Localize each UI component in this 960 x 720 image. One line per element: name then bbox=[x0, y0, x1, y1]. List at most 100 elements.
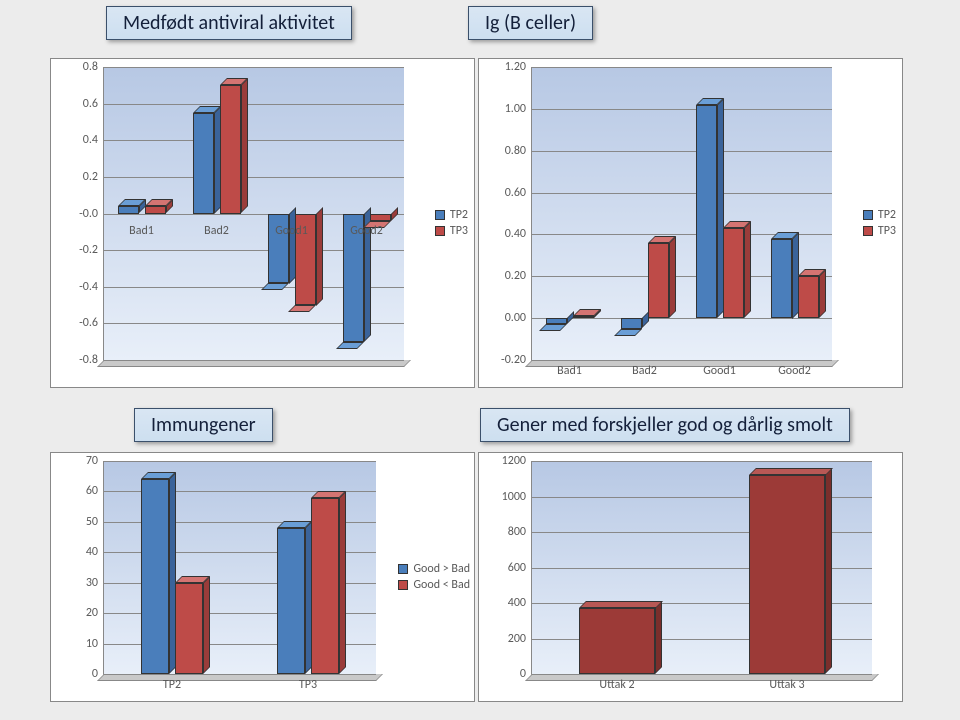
y-tick-label: -0.8 bbox=[79, 353, 98, 367]
y-tick-label: -0.6 bbox=[79, 316, 98, 330]
legend-label: TP3 bbox=[450, 224, 468, 238]
gridline bbox=[532, 67, 832, 68]
gridline bbox=[104, 67, 404, 68]
bar bbox=[118, 206, 139, 213]
y-tick-label: 10 bbox=[86, 637, 98, 651]
legend-swatch bbox=[863, 210, 873, 220]
bar bbox=[145, 206, 166, 213]
y-tick-label: 30 bbox=[86, 576, 98, 590]
gridline bbox=[104, 104, 404, 105]
bar bbox=[749, 475, 826, 674]
y-tick-label: 0.80 bbox=[505, 144, 526, 158]
bar bbox=[696, 105, 717, 318]
x-tick-label: Bad2 bbox=[632, 364, 657, 378]
x-tick-label: Uttak 3 bbox=[769, 678, 804, 692]
legend-item: TP2 bbox=[435, 208, 468, 222]
legend-label: Good > Bad bbox=[413, 562, 470, 576]
x-tick-label: Good2 bbox=[778, 364, 811, 378]
y-tick-label: 0.60 bbox=[505, 186, 526, 200]
y-tick-label: 20 bbox=[86, 606, 98, 620]
y-tick-label: -0.2 bbox=[79, 243, 98, 257]
legend-item: TP3 bbox=[435, 224, 468, 238]
y-tick-label: -0.4 bbox=[79, 280, 98, 294]
gridline bbox=[104, 674, 376, 675]
x-tick-label: Bad1 bbox=[557, 364, 582, 378]
bar bbox=[193, 113, 214, 214]
y-tick-label: 200 bbox=[508, 632, 526, 646]
y-tick-label: 0.00 bbox=[505, 311, 526, 325]
legend-swatch bbox=[398, 580, 408, 590]
legend-swatch bbox=[435, 210, 445, 220]
bar bbox=[311, 498, 339, 674]
bar bbox=[579, 608, 656, 674]
chart-gener-smolt: 0 200 400 600 800 1000 1200 Uttak 2 Uttak 3 bbox=[478, 452, 903, 702]
x-tick-label: TP3 bbox=[299, 678, 317, 692]
bar bbox=[370, 214, 391, 221]
x-tick-label: TP2 bbox=[163, 678, 181, 692]
bar bbox=[546, 318, 567, 324]
y-tick-label: 0 bbox=[520, 667, 526, 681]
y-tick-label: 1200 bbox=[502, 454, 526, 468]
legend-label: TP2 bbox=[878, 208, 896, 222]
y-tick-label: 70 bbox=[86, 454, 98, 468]
legend-item: Good < Bad bbox=[398, 578, 470, 592]
gridline bbox=[532, 318, 832, 319]
y-tick-label: 0 bbox=[92, 667, 98, 681]
legend-tp2tp3: TP2TP3 bbox=[863, 206, 896, 240]
bar bbox=[648, 243, 669, 318]
y-tick-label: 400 bbox=[508, 596, 526, 610]
gridline bbox=[104, 177, 404, 178]
bar bbox=[573, 316, 594, 318]
chart-ig-bceller: -0.20 0.00 0.20 0.40 0.60 0.80 1.00 1.20 Bad1 Bad… bbox=[478, 58, 903, 388]
gridline bbox=[532, 674, 872, 675]
y-tick-label: -0.0 bbox=[79, 207, 98, 221]
y-tick-label: 40 bbox=[86, 545, 98, 559]
x-tick-label: Uttak 2 bbox=[599, 678, 634, 692]
x-tick-label: Bad2 bbox=[204, 224, 229, 238]
y-tick-label: 1.20 bbox=[505, 60, 526, 74]
gridline bbox=[532, 151, 832, 152]
y-tick-label: 0.6 bbox=[83, 97, 98, 111]
bar bbox=[798, 276, 819, 318]
legend-label: Good < Bad bbox=[413, 578, 470, 592]
y-tick-label: 0.20 bbox=[505, 269, 526, 283]
x-tick-label: Good2 bbox=[350, 224, 383, 238]
y-tick-label: 0.4 bbox=[83, 133, 98, 147]
legend-label: TP2 bbox=[450, 208, 468, 222]
title-bot-left: Immungener bbox=[134, 408, 273, 442]
gridline bbox=[532, 461, 872, 462]
legend-item: Good > Bad bbox=[398, 562, 470, 576]
legend-label: TP3 bbox=[878, 224, 896, 238]
y-tick-label: 1000 bbox=[502, 490, 526, 504]
gridline bbox=[532, 109, 832, 110]
legend-item: TP2 bbox=[863, 208, 896, 222]
y-tick-label: 0.2 bbox=[83, 170, 98, 184]
y-tick-label: 60 bbox=[86, 484, 98, 498]
y-tick-label: -0.20 bbox=[501, 353, 526, 367]
bar bbox=[771, 239, 792, 319]
chart-immungener: 0 10 20 30 40 50 60 70 TP2 TP3 Good > Bad Good < B… bbox=[50, 452, 475, 702]
gridline bbox=[532, 193, 832, 194]
chart-antiviral: -0.8 -0.6 -0.4 -0.2 -0.0 0.2 0.4 0.6 0.8 Bad1 Bad2… bbox=[50, 58, 475, 388]
legend-swatch bbox=[435, 226, 445, 236]
x-tick-label: Bad1 bbox=[129, 224, 154, 238]
y-tick-label: 0.8 bbox=[83, 60, 98, 74]
x-tick-label: Good1 bbox=[703, 364, 736, 378]
title-top-right: Ig (B celler) bbox=[468, 6, 593, 40]
bar bbox=[277, 528, 305, 674]
title-top-left: Medfødt antiviral aktivitet bbox=[106, 6, 352, 40]
gridline bbox=[532, 360, 832, 361]
legend-goodbad: Good > Bad Good < Bad bbox=[398, 560, 470, 594]
y-tick-label: 50 bbox=[86, 515, 98, 529]
y-tick-label: 1.00 bbox=[505, 102, 526, 116]
gridline bbox=[104, 461, 376, 462]
y-tick-label: 0.40 bbox=[505, 227, 526, 241]
y-tick-label: 800 bbox=[508, 525, 526, 539]
legend-swatch bbox=[863, 226, 873, 236]
legend-tp2tp3: TP2TP3 bbox=[435, 206, 468, 240]
x-tick-label: Good1 bbox=[275, 224, 308, 238]
gridline bbox=[104, 140, 404, 141]
bar bbox=[175, 583, 203, 674]
legend-item: TP3 bbox=[863, 224, 896, 238]
y-tick-label: 600 bbox=[508, 561, 526, 575]
